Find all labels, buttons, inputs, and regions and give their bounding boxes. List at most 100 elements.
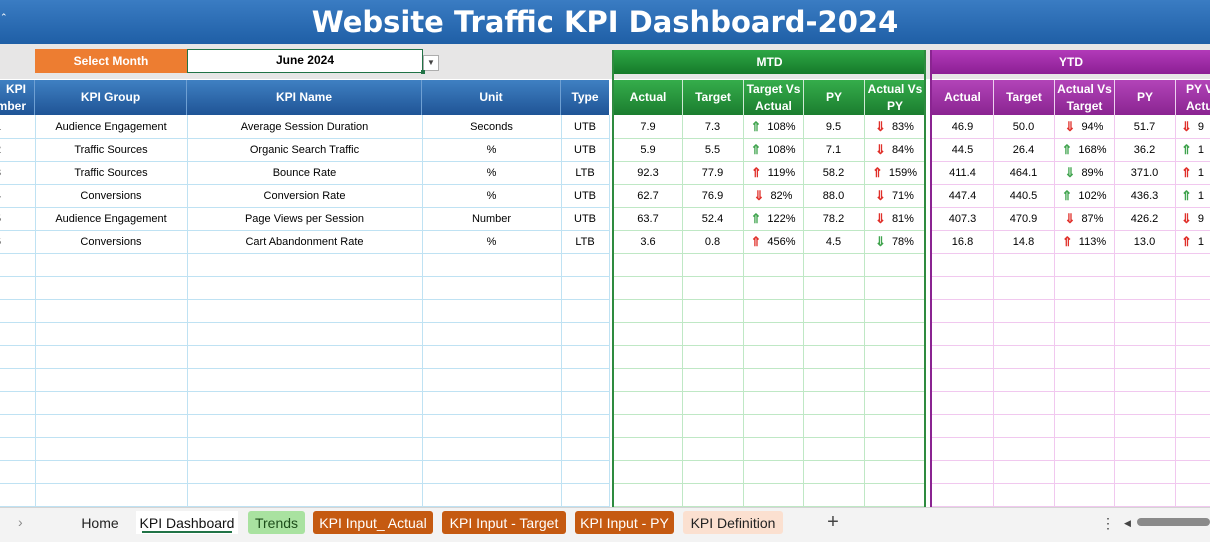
cell-ytd-actual[interactable]: 411.4 — [932, 161, 993, 184]
cell-kpi-name[interactable]: Organic Search Traffic — [187, 138, 422, 161]
cell-mtd-py[interactable]: 88.0 — [803, 184, 864, 207]
cell-kpi-number[interactable]: 6 — [0, 230, 35, 253]
cell-mtd-actual-vs-py[interactable]: ⇓ 71% — [864, 184, 925, 207]
cell-kpi-group[interactable]: Traffic Sources — [35, 161, 187, 184]
cell-mtd-actual-vs-py[interactable]: ⇑ 159% — [864, 161, 925, 184]
tab-kpi-input-target[interactable]: KPI Input - Target — [442, 511, 566, 534]
cell-ytd-py-vs-actual[interactable]: ⇓ 9 — [1175, 207, 1210, 230]
cell-ytd-actual-vs-target[interactable]: ⇓ 89% — [1054, 161, 1114, 184]
cell-ytd-py-vs-actual[interactable]: ⇑ 1 — [1175, 184, 1210, 207]
cell-kpi-number[interactable]: 1 — [0, 115, 35, 138]
cell-ytd-target[interactable]: 464.1 — [993, 161, 1054, 184]
cell-ytd-py[interactable]: 436.3 — [1114, 184, 1175, 207]
cell-kpi-name[interactable]: Page Views per Session — [187, 207, 422, 230]
chevron-down-icon[interactable]: ▼ — [423, 55, 439, 71]
chevron-right-icon[interactable]: › — [18, 514, 23, 530]
cell-ytd-actual[interactable]: 407.3 — [932, 207, 993, 230]
cell-mtd-actual-vs-py[interactable]: ⇓ 83% — [864, 115, 925, 138]
cell-kpi-name[interactable]: Average Session Duration — [187, 115, 422, 138]
tab-kpi-dashboard[interactable]: KPI Dashboard — [136, 511, 238, 534]
cell-ytd-actual[interactable]: 447.4 — [932, 184, 993, 207]
cell-mtd-py[interactable]: 7.1 — [803, 138, 864, 161]
cell-kpi-name[interactable]: Cart Abandonment Rate — [187, 230, 422, 253]
cell-mtd-actual[interactable]: 5.9 — [614, 138, 682, 161]
cell-ytd-target[interactable]: 50.0 — [993, 115, 1054, 138]
cell-type[interactable]: LTB — [561, 161, 609, 184]
cell-ytd-actual[interactable]: 16.8 — [932, 230, 993, 253]
cell-ytd-py-vs-actual[interactable]: ⇑ 1 — [1175, 230, 1210, 253]
cell-mtd-target-vs-actual[interactable]: ⇑ 122% — [743, 207, 803, 230]
cell-mtd-py[interactable]: 58.2 — [803, 161, 864, 184]
cell-ytd-py[interactable]: 426.2 — [1114, 207, 1175, 230]
cell-mtd-target-vs-actual[interactable]: ⇑ 108% — [743, 115, 803, 138]
cell-ytd-target[interactable]: 440.5 — [993, 184, 1054, 207]
cell-ytd-actual-vs-target[interactable]: ⇑ 168% — [1054, 138, 1114, 161]
cell-ytd-actual-vs-target[interactable]: ⇑ 113% — [1054, 230, 1114, 253]
cell-ytd-actual[interactable]: 46.9 — [932, 115, 993, 138]
cell-unit[interactable]: % — [422, 230, 561, 253]
cell-ytd-py[interactable]: 51.7 — [1114, 115, 1175, 138]
cell-ytd-py[interactable]: 13.0 — [1114, 230, 1175, 253]
cell-type[interactable]: UTB — [561, 115, 609, 138]
cell-mtd-py[interactable]: 4.5 — [803, 230, 864, 253]
cell-ytd-actual-vs-target[interactable]: ⇓ 87% — [1054, 207, 1114, 230]
cell-ytd-py-vs-actual[interactable]: ⇓ 9 — [1175, 115, 1210, 138]
cell-kpi-number[interactable]: 3 — [0, 161, 35, 184]
cell-ytd-target[interactable]: 470.9 — [993, 207, 1054, 230]
cell-mtd-target[interactable]: 77.9 — [682, 161, 743, 184]
cell-ytd-py-vs-actual[interactable]: ⇑ 1 — [1175, 161, 1210, 184]
cell-ytd-py[interactable]: 371.0 — [1114, 161, 1175, 184]
cell-kpi-number[interactable]: 2 — [0, 138, 35, 161]
cell-ytd-py-vs-actual[interactable]: ⇑ 1 — [1175, 138, 1210, 161]
cell-type[interactable]: UTB — [561, 184, 609, 207]
cell-mtd-target-vs-actual[interactable]: ⇑ 119% — [743, 161, 803, 184]
cell-mtd-py[interactable]: 9.5 — [803, 115, 864, 138]
horizontal-scrollbar[interactable] — [1137, 518, 1210, 526]
plus-icon[interactable]: + — [827, 511, 839, 533]
cell-mtd-target-vs-actual[interactable]: ⇑ 108% — [743, 138, 803, 161]
cell-mtd-actual[interactable]: 7.9 — [614, 115, 682, 138]
cell-mtd-actual-vs-py[interactable]: ⇓ 81% — [864, 207, 925, 230]
cell-mtd-target[interactable]: 0.8 — [682, 230, 743, 253]
cell-kpi-name[interactable]: Conversion Rate — [187, 184, 422, 207]
cell-ytd-actual-vs-target[interactable]: ⇓ 94% — [1054, 115, 1114, 138]
cell-ytd-target[interactable]: 14.8 — [993, 230, 1054, 253]
cell-mtd-target-vs-actual[interactable]: ⇑ 456% — [743, 230, 803, 253]
cell-mtd-target-vs-actual[interactable]: ⇓ 82% — [743, 184, 803, 207]
cell-ytd-actual[interactable]: 44.5 — [932, 138, 993, 161]
cell-mtd-actual[interactable]: 63.7 — [614, 207, 682, 230]
cell-ytd-target[interactable]: 26.4 — [993, 138, 1054, 161]
tab-kpi-input-py[interactable]: KPI Input - PY — [575, 511, 674, 534]
cell-mtd-py[interactable]: 78.2 — [803, 207, 864, 230]
cell-mtd-target[interactable]: 7.3 — [682, 115, 743, 138]
cell-type[interactable]: UTB — [561, 207, 609, 230]
cell-kpi-number[interactable]: 4 — [0, 184, 35, 207]
cell-mtd-actual-vs-py[interactable]: ⇓ 78% — [864, 230, 925, 253]
cell-mtd-actual[interactable]: 92.3 — [614, 161, 682, 184]
cell-unit[interactable]: Seconds — [422, 115, 561, 138]
cell-mtd-target[interactable]: 76.9 — [682, 184, 743, 207]
cell-mtd-target[interactable]: 52.4 — [682, 207, 743, 230]
cell-unit[interactable]: % — [422, 138, 561, 161]
cell-kpi-group[interactable]: Traffic Sources — [35, 138, 187, 161]
cell-ytd-py[interactable]: 36.2 — [1114, 138, 1175, 161]
month-select[interactable]: June 2024 — [187, 49, 423, 73]
cell-unit[interactable]: Number — [422, 207, 561, 230]
cell-ytd-actual-vs-target[interactable]: ⇑ 102% — [1054, 184, 1114, 207]
cell-kpi-group[interactable]: Conversions — [35, 184, 187, 207]
cell-kpi-number[interactable]: 5 — [0, 207, 35, 230]
cell-type[interactable]: UTB — [561, 138, 609, 161]
cell-unit[interactable]: % — [422, 184, 561, 207]
tab-home[interactable]: Home — [81, 514, 119, 531]
cell-kpi-group[interactable]: Conversions — [35, 230, 187, 253]
cell-kpi-group[interactable]: Audience Engagement — [35, 115, 187, 138]
tab-trends[interactable]: Trends — [248, 511, 305, 534]
cell-mtd-actual-vs-py[interactable]: ⇓ 84% — [864, 138, 925, 161]
cell-kpi-group[interactable]: Audience Engagement — [35, 207, 187, 230]
cell-kpi-name[interactable]: Bounce Rate — [187, 161, 422, 184]
scroll-left-icon[interactable]: ◀ — [1124, 518, 1131, 528]
cell-mtd-target[interactable]: 5.5 — [682, 138, 743, 161]
tab-kpi-input-actual[interactable]: KPI Input_ Actual — [313, 511, 433, 534]
cell-mtd-actual[interactable]: 3.6 — [614, 230, 682, 253]
vertical-dots-icon[interactable]: ⋮ — [1101, 515, 1115, 531]
